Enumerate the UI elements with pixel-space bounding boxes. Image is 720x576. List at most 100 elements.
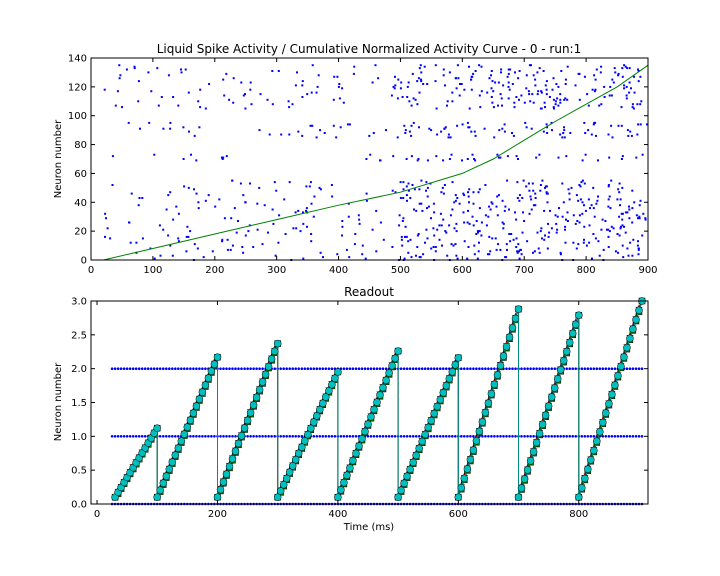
spike-point [609, 85, 612, 88]
spike-point [333, 75, 336, 78]
spike-point [546, 247, 549, 250]
spike-point [557, 85, 560, 88]
spike-point [601, 218, 604, 221]
spike-point [586, 93, 589, 96]
target-point [529, 367, 532, 371]
spike-point [564, 241, 567, 244]
spike-point [204, 107, 207, 110]
spike-point [538, 251, 541, 254]
readout-circle-point [291, 455, 300, 464]
spike-point [562, 132, 565, 134]
spike-point [442, 74, 445, 77]
target-point [234, 367, 237, 371]
spike-point [506, 248, 508, 251]
target-point [598, 367, 602, 371]
spike-point [162, 127, 165, 130]
target-point [429, 367, 433, 371]
spike-point [534, 78, 537, 81]
spike-point [105, 217, 107, 220]
spike-point [446, 254, 449, 257]
readout-circle-point [310, 418, 318, 426]
spike-point [628, 205, 630, 208]
target-point [252, 367, 255, 371]
spike-point [480, 221, 483, 224]
target-point [511, 435, 514, 438]
target-point [402, 435, 406, 438]
spike-point [221, 238, 224, 241]
spike-point [415, 254, 417, 257]
readout-plot: Readout Neuron number Time (ms) 0 200 400 6… [53, 285, 649, 533]
spike-point [456, 257, 459, 260]
spike-point [468, 222, 471, 225]
target-point [411, 367, 415, 371]
spike-point [512, 134, 515, 137]
spike-point [628, 217, 631, 220]
spike-point [308, 185, 311, 188]
x-tick-label: 600 [449, 509, 468, 520]
readout-circle-point [581, 474, 589, 483]
target-point [219, 367, 222, 371]
readout-circle-point [602, 409, 610, 417]
spike-point [456, 124, 459, 127]
target-point [110, 367, 114, 371]
spike-point [536, 93, 539, 96]
readout-circle-point [529, 447, 538, 456]
spike-point [548, 96, 551, 98]
spike-point [558, 207, 560, 210]
spike-point [427, 205, 430, 208]
spike-point [545, 88, 548, 91]
spike-point [232, 101, 235, 104]
spike-point [434, 250, 437, 253]
target-point [553, 367, 556, 371]
spike-point [536, 71, 539, 74]
spike-point [631, 221, 634, 224]
target-point [131, 435, 135, 438]
target-point [306, 367, 310, 371]
spike-point [348, 123, 351, 126]
target-point [369, 435, 373, 438]
spike-point [332, 124, 335, 127]
target-point [125, 367, 129, 371]
spike-point [473, 244, 476, 247]
spike-point [171, 254, 174, 257]
spike-point [472, 72, 475, 75]
spike-point [530, 198, 533, 201]
target-point [152, 367, 156, 371]
target-point [550, 435, 553, 438]
spike-point [623, 64, 626, 67]
target-point [363, 367, 367, 371]
spike-point [130, 192, 133, 195]
spike-point [288, 106, 291, 109]
target-point [393, 435, 397, 438]
target-point [204, 435, 207, 438]
spike-point [451, 91, 454, 94]
readout-circle-point [316, 405, 324, 414]
readout-circle-point [593, 437, 601, 445]
spike-point [480, 234, 483, 237]
readout-circle-point [541, 411, 550, 420]
readout-circle-point [547, 393, 556, 401]
spike-point [577, 243, 580, 246]
spike-point [472, 191, 475, 194]
readout-circle-point [385, 369, 393, 377]
spike-point [406, 96, 409, 98]
readout-circle-point [575, 311, 583, 319]
spike-point [477, 231, 479, 234]
spike-point [523, 220, 526, 222]
readout-circle-point [538, 420, 547, 429]
spike-point [483, 127, 486, 130]
spike-point [496, 195, 499, 198]
spike-point [518, 250, 520, 253]
target-point [463, 435, 466, 438]
target-point [312, 435, 316, 438]
spike-point [426, 83, 429, 85]
target-point [225, 435, 228, 438]
spike-point [592, 186, 595, 189]
spike-point [409, 238, 412, 241]
spike-point [400, 81, 403, 84]
readout-circle-point [192, 402, 201, 410]
spike-point [484, 214, 487, 217]
spike-point [544, 234, 546, 237]
readout-circle-point [264, 362, 273, 371]
readout-circle-point [406, 465, 414, 474]
